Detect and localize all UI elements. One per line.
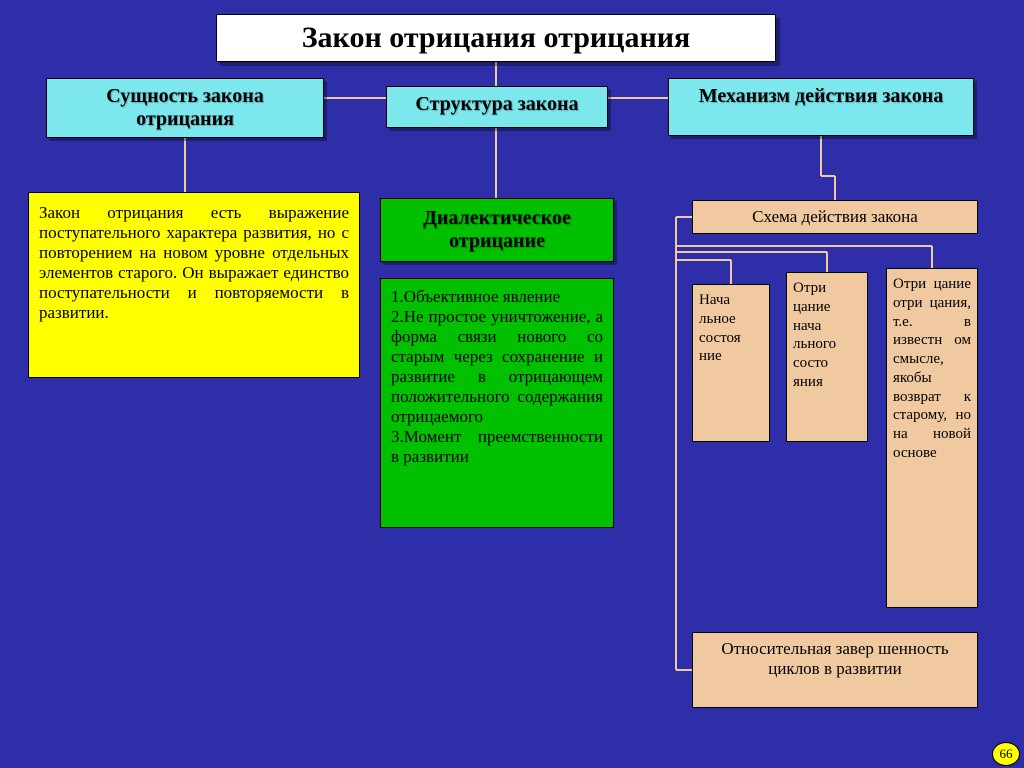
- scheme-title: Схема действия закона: [692, 200, 978, 234]
- essence-text: Закон отрицания есть выражение поступате…: [28, 192, 360, 378]
- branch-mechanism: Механизм действия закона: [668, 78, 974, 136]
- branch-essence: Сущность закона отрицания: [46, 78, 324, 138]
- dialectic-heading: Диалектическое отрицание: [380, 198, 614, 262]
- dialectic-body: 1.Объективное явление 2.Не простое уничт…: [380, 278, 614, 528]
- scheme-footer: Относительная завер шенность циклов в ра…: [692, 632, 978, 708]
- scheme-col-1: Нача льное состоя ние: [692, 284, 770, 442]
- scheme-col-3: Отри цание отри цания, т.е. в известн ом…: [886, 268, 978, 608]
- main-title: Закон отрицания отрицания: [216, 14, 776, 62]
- branch-structure: Структура закона: [386, 86, 608, 128]
- page-number: 66: [992, 742, 1020, 766]
- scheme-col-2: Отри цание нача льного состо яния: [786, 272, 868, 442]
